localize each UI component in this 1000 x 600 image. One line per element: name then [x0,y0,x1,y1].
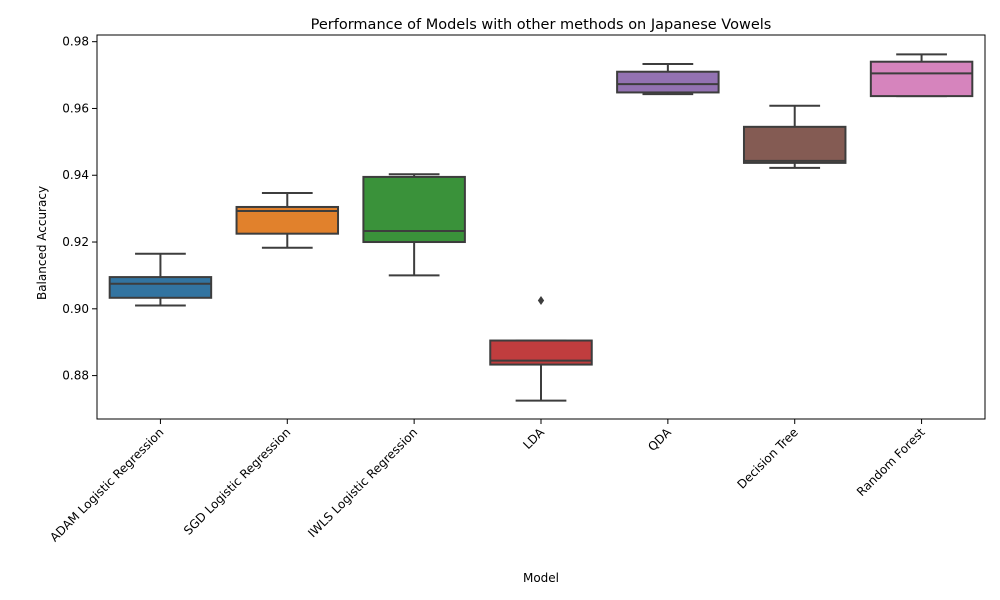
chart-title: Performance of Models with other methods… [311,17,772,33]
box-group [362,173,466,277]
y-tick-label: 0.94 [62,168,89,182]
box-group [869,53,974,98]
box-iqr [108,276,213,299]
box-group [489,295,593,402]
y-axis-label: Balanced Accuracy [35,186,49,300]
box-iqr [616,70,720,94]
y-tick-label: 0.98 [62,35,89,49]
y-axis: 0.88 0.90 0.92 0.94 0.96 0.98 [62,35,97,383]
box-iqr [869,60,974,98]
x-tick-label: SGD Logistic Regression [181,425,293,537]
box-iqr [362,175,466,244]
y-tick-label: 0.88 [62,369,89,383]
x-tick-label: LDA [520,425,547,452]
x-tick-label: ADAM Logistic Regression [47,425,166,544]
x-tick-label: Decision Tree [734,425,800,491]
box-iqr [742,125,847,164]
y-tick-label: 0.96 [62,101,89,115]
box-group [108,252,213,307]
x-axis-label: Model [523,571,559,585]
box-group [616,63,720,96]
x-tick-label: Random Forest [854,425,928,499]
y-tick-label: 0.92 [62,235,89,249]
plot-area [96,34,986,420]
box-group [235,191,340,249]
x-axis: ADAM Logistic Regression SGD Logistic Reg… [47,419,928,545]
x-tick-label: IWLS Logistic Regression [305,425,420,540]
y-tick-label: 0.90 [62,302,89,316]
x-tick-label: QDA [645,425,674,454]
outlier-point [537,295,545,305]
box-group [742,104,847,169]
